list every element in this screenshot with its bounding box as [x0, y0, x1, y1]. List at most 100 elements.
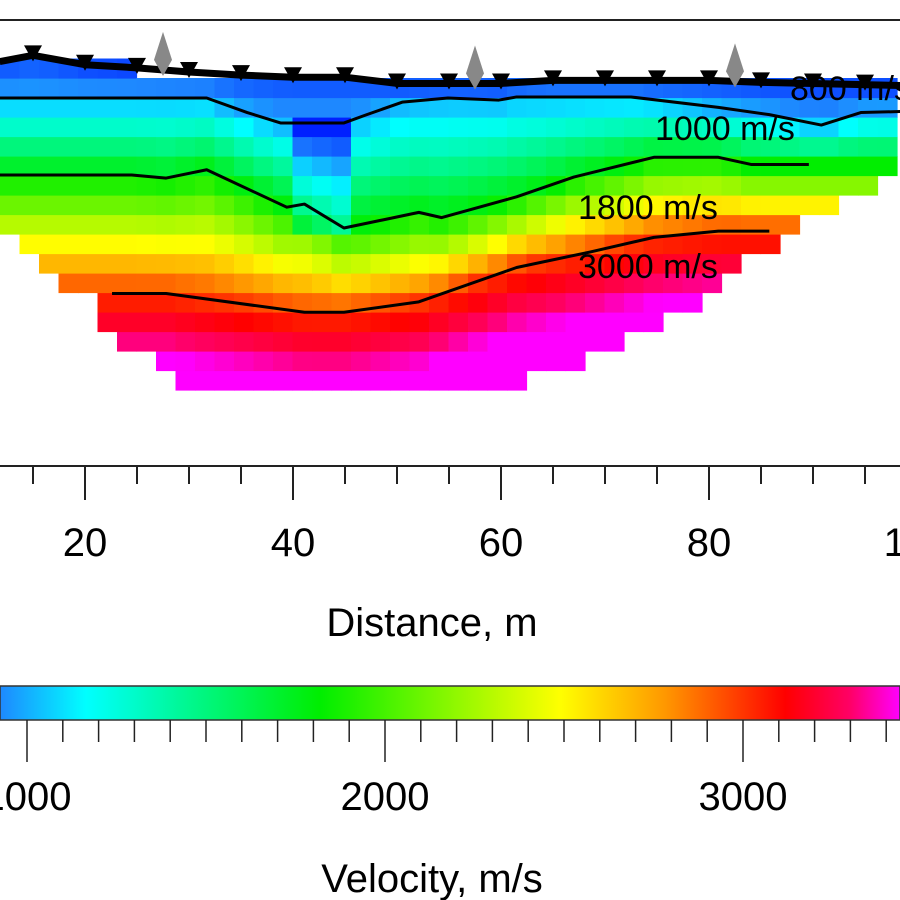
velocity-cell — [585, 253, 606, 274]
velocity-cell — [507, 117, 528, 138]
velocity-cell — [331, 351, 352, 372]
velocity-cell — [643, 97, 664, 118]
velocity-cell — [0, 78, 21, 99]
velocity-cell — [819, 97, 840, 118]
velocity-cell — [682, 175, 703, 196]
velocity-cell — [507, 195, 528, 216]
velocity-cell — [136, 312, 157, 333]
velocity-cell — [624, 273, 645, 294]
velocity-cell — [585, 331, 606, 352]
velocity-cell — [156, 214, 177, 235]
velocity-cell — [702, 175, 723, 196]
topography-surface — [0, 51, 900, 90]
velocity-cell — [253, 370, 274, 391]
velocity-cell — [448, 351, 469, 372]
velocity-cell — [780, 97, 801, 118]
velocity-cell — [663, 117, 684, 138]
x-axis: 20 40 60 80 100 — [0, 465, 900, 565]
velocity-cell — [604, 175, 625, 196]
velocity-cell — [234, 273, 255, 294]
velocity-cell — [273, 136, 294, 157]
velocity-cell — [39, 195, 60, 216]
velocity-cell — [117, 117, 138, 138]
velocity-cell — [429, 351, 450, 372]
velocity-cell — [448, 175, 469, 196]
velocity-cell — [117, 78, 138, 99]
velocity-cell — [760, 234, 781, 255]
velocity-cell — [585, 175, 606, 196]
velocity-cell — [331, 331, 352, 352]
velocity-cell — [565, 136, 586, 157]
velocity-cell — [838, 97, 859, 118]
velocity-cell — [429, 175, 450, 196]
velocity-cell — [97, 234, 118, 255]
velocity-cell — [175, 156, 196, 177]
velocity-cell — [312, 136, 333, 157]
velocity-cell — [604, 136, 625, 157]
velocity-cell — [487, 312, 508, 333]
velocity-cell — [214, 253, 235, 274]
velocity-cell — [175, 331, 196, 352]
velocity-cell — [312, 273, 333, 294]
velocity-cell — [526, 292, 547, 313]
velocity-cell — [214, 273, 235, 294]
velocity-cell — [234, 117, 255, 138]
velocity-cell — [175, 175, 196, 196]
velocity-cell — [721, 195, 742, 216]
velocity-cell — [331, 370, 352, 391]
velocity-cell — [97, 253, 118, 274]
velocity-cell — [370, 234, 391, 255]
velocity-cell — [877, 117, 898, 138]
velocity-cell — [546, 292, 567, 313]
velocity-cell — [624, 117, 645, 138]
velocity-cell — [604, 292, 625, 313]
velocity-cell — [312, 331, 333, 352]
velocity-cell — [370, 117, 391, 138]
velocity-cell — [429, 312, 450, 333]
velocity-cell — [214, 370, 235, 391]
velocity-cell — [331, 136, 352, 157]
velocity-cell — [97, 136, 118, 157]
velocity-cells — [0, 58, 898, 391]
velocity-cell — [468, 331, 489, 352]
velocity-cell — [0, 195, 21, 216]
velocity-cell — [526, 117, 547, 138]
velocity-cell — [721, 175, 742, 196]
velocity-cell — [409, 117, 430, 138]
velocity-cell — [409, 331, 430, 352]
velocity-cell — [546, 351, 567, 372]
velocity-cell — [370, 273, 391, 294]
velocity-cell — [351, 117, 372, 138]
velocity-cell — [624, 136, 645, 157]
velocity-cell — [292, 292, 313, 313]
velocity-cell — [234, 195, 255, 216]
velocity-cell — [624, 214, 645, 235]
velocity-cell — [136, 136, 157, 157]
velocity-cell — [175, 253, 196, 274]
velocity-cell — [370, 175, 391, 196]
velocity-cell — [351, 156, 372, 177]
velocity-cell — [273, 156, 294, 177]
velocity-cell — [448, 214, 469, 235]
velocity-cell — [702, 156, 723, 177]
velocity-cell — [877, 156, 898, 177]
velocity-cell — [507, 156, 528, 177]
velocity-cell — [643, 292, 664, 313]
velocity-cell — [370, 312, 391, 333]
velocity-cell — [234, 214, 255, 235]
velocity-cell — [253, 292, 274, 313]
velocity-cell — [838, 136, 859, 157]
velocity-cell — [19, 175, 40, 196]
velocity-cell — [624, 195, 645, 216]
source-icon — [154, 31, 172, 76]
velocity-cell — [468, 234, 489, 255]
velocity-cell — [117, 292, 138, 313]
velocity-cell — [604, 214, 625, 235]
velocity-cell — [780, 117, 801, 138]
velocity-cell — [390, 253, 411, 274]
velocity-cell — [156, 292, 177, 313]
velocity-cell — [19, 234, 40, 255]
velocity-cell — [429, 214, 450, 235]
velocity-cell — [331, 97, 352, 118]
velocity-cell — [175, 273, 196, 294]
